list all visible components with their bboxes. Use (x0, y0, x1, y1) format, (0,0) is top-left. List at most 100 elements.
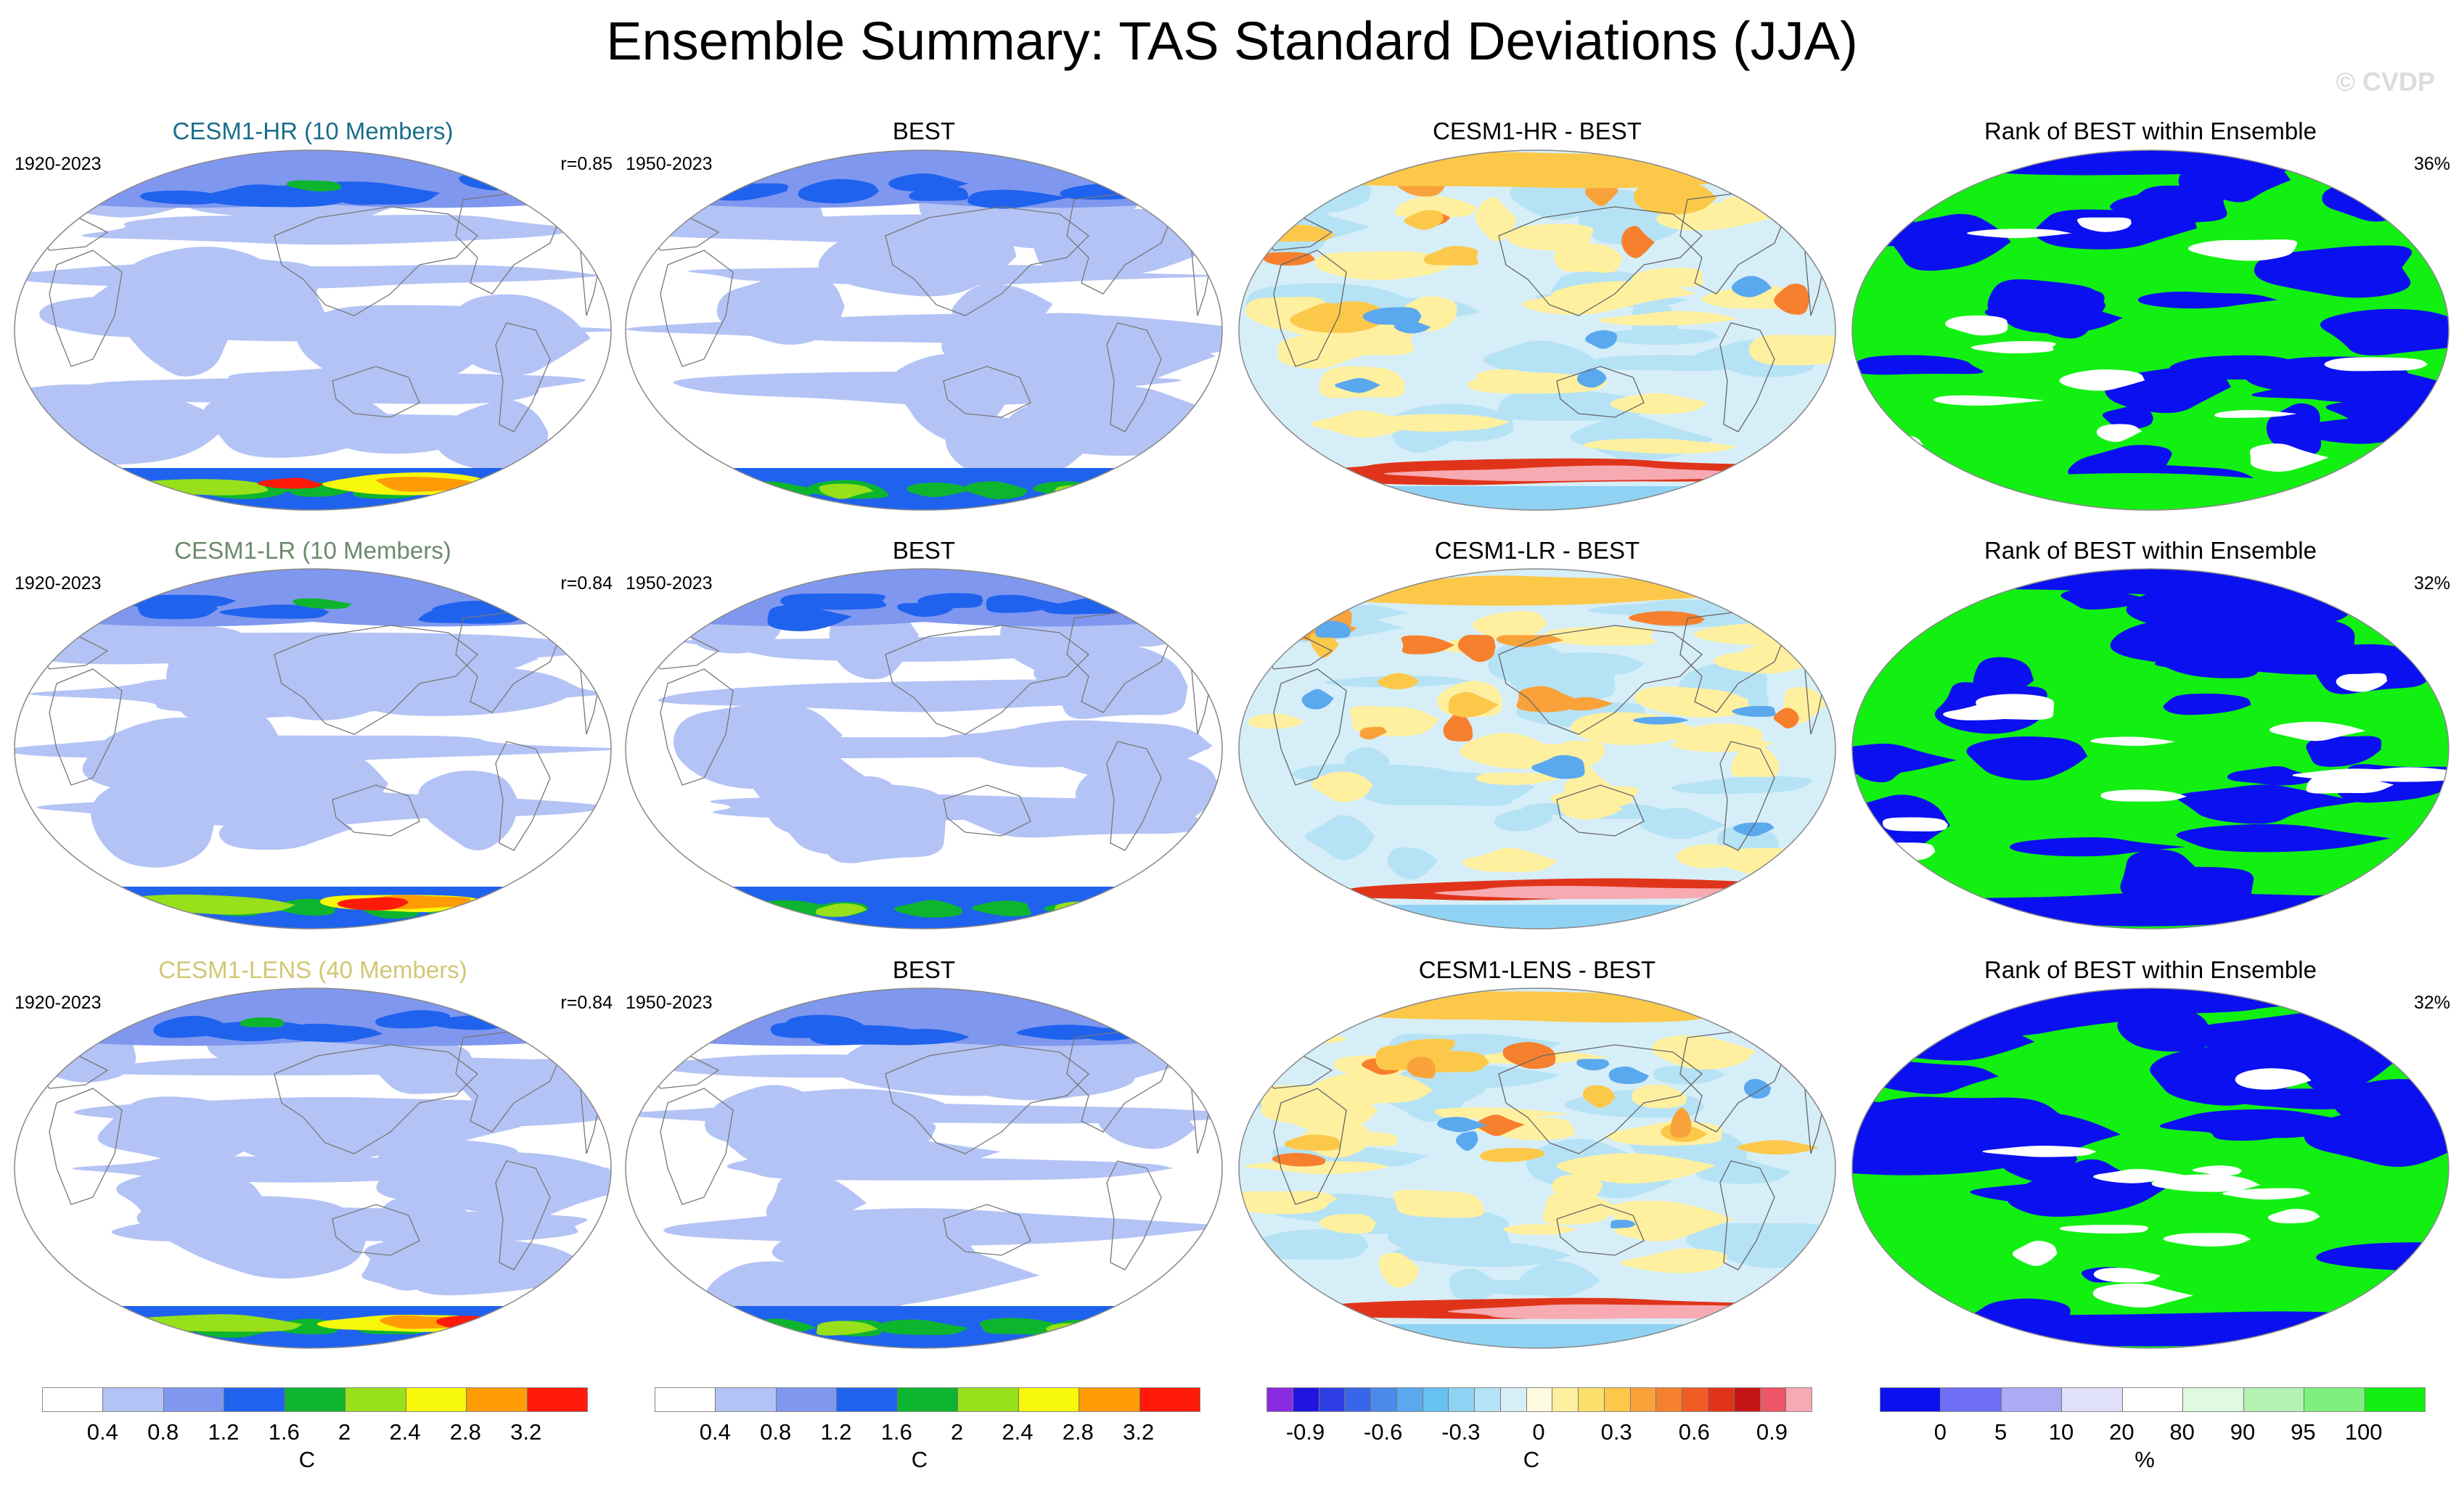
std-band (626, 313, 1222, 347)
diff-region-pos-strong (1633, 182, 1717, 215)
std-band (663, 1208, 1222, 1246)
diff-region-pos-strong (1567, 697, 1613, 711)
diff-region-pos (1239, 1191, 1332, 1215)
diff-region-neg (1449, 1268, 1505, 1302)
colorbar-swatch (1552, 1388, 1579, 1411)
colorbar-swatch (1475, 1388, 1501, 1411)
diff-panel-title: CESM1-LR - BEST (1434, 537, 1640, 564)
diff-map (1238, 568, 1836, 929)
diff-panel-title: CESM1-LENS - BEST (1418, 956, 1656, 983)
diff-region-pos (1670, 723, 1763, 746)
colorbar-swatches (1266, 1387, 1812, 1412)
map-outline (14, 149, 612, 511)
std-region-1.2 (888, 173, 969, 192)
coastline (49, 1088, 123, 1205)
rank-region-mid (2214, 410, 2298, 419)
diff-region-neg-strong (1610, 1219, 1636, 1228)
map-outline (1238, 568, 1836, 929)
colorbar-tick-label: 0.8 (760, 1419, 792, 1445)
rank-region-mid (2012, 1241, 2058, 1266)
coastline (1273, 1088, 1347, 1205)
rank-percent-label: 36% (2413, 154, 2450, 174)
diff-region-pos-strong (1502, 1042, 1556, 1070)
colorbar-swatch (467, 1388, 528, 1411)
coastline (1719, 322, 1775, 432)
coastline (1556, 1204, 1645, 1256)
diff-region-pos (1319, 1214, 1376, 1234)
rank-region-mid (2249, 443, 2329, 472)
diff-south-core (1383, 465, 1750, 482)
colorbar-tick-label: 2.4 (1002, 1419, 1034, 1445)
colorbar-tick-label: 0.9 (1756, 1419, 1788, 1445)
std-region-1.2 (967, 189, 1069, 209)
pattern-correlation-label: r=0.85 (560, 154, 613, 174)
rank-region-mid (1943, 703, 2020, 721)
colorbar-swatch (1760, 1388, 1787, 1411)
map-outline (14, 988, 612, 1349)
rank-region-mid (1970, 341, 2056, 354)
std-region-1.2 (140, 190, 219, 205)
std-region-2 (1054, 901, 1104, 918)
std-region-2 (815, 903, 867, 917)
coastline (943, 784, 1031, 837)
diff-region-pos (1582, 438, 1738, 454)
colorbar-tick-label: 2 (951, 1419, 964, 1445)
map-outline (625, 568, 1223, 929)
colorbar-swatch (1500, 1388, 1527, 1411)
diff-region-pos (1542, 1189, 1620, 1225)
diff-region-neg (1245, 1229, 1369, 1260)
rank-region-mid (2222, 1188, 2311, 1200)
colorbar-swatch (1786, 1388, 1812, 1411)
std-region-1.2 (798, 178, 880, 204)
std-band (111, 1207, 588, 1243)
std-region-2 (121, 479, 269, 496)
std-region-1.6 (62, 1318, 138, 1336)
colorbar-swatch (224, 1388, 285, 1411)
rank-region-mid (1933, 395, 2045, 406)
diff-region-pos (1393, 1189, 1485, 1218)
diff-region-pos-strong (1359, 726, 1387, 740)
diff-region-pos-strong (1448, 691, 1499, 718)
diff-region-pos-strong (1443, 712, 1473, 742)
diff-region-neg (1494, 808, 1553, 832)
std-region-1.6 (671, 901, 724, 918)
std-region-1.6 (505, 898, 571, 917)
colorbar-swatch (1604, 1388, 1631, 1411)
diff-region-neg (1498, 390, 1658, 422)
diff-region-pos (1475, 772, 1563, 785)
rank-region-low (2010, 837, 2186, 857)
diff-map (1238, 988, 1836, 1349)
colorbar-swatch (1630, 1388, 1657, 1411)
rank-map (1851, 568, 2449, 929)
rank-map (1851, 988, 2449, 1349)
std-region-1.2 (1016, 1025, 1120, 1040)
rank-region-low (2163, 693, 2251, 715)
rank-panel-title: Rank of BEST within Ensemble (1984, 118, 2317, 144)
std-band (626, 1101, 1222, 1125)
coastline (495, 1160, 551, 1271)
colorbar-tick-label: 2.8 (449, 1419, 481, 1445)
colorbar-3: -0.9 -0.6 -0.3 0 0.3 0.6 0.9 C (1266, 1387, 1812, 1482)
model-period-label: 1920-2023 (15, 993, 102, 1013)
colorbar-tick-label: 1.2 (820, 1419, 852, 1445)
std-region-1.2 (219, 604, 330, 619)
map-outline (1238, 988, 1836, 1349)
colorbar-swatch (1579, 1388, 1605, 1411)
std-region-2 (1055, 485, 1101, 498)
rank-region-mid (2151, 1174, 2261, 1192)
std-region-1.6 (517, 1319, 572, 1338)
coastline (943, 366, 1031, 418)
colorbar-swatch (1734, 1388, 1761, 1411)
coastline (332, 1204, 420, 1256)
diff-region-pos (1263, 1091, 1378, 1131)
map-outline (625, 149, 1223, 511)
map-outline (14, 568, 612, 929)
std-region-1.2 (897, 603, 954, 617)
colorbar-tick-label: 80 (2169, 1419, 2195, 1445)
rank-region-low (2110, 613, 2338, 669)
rank-region-mid (2269, 721, 2366, 742)
std-region-1.6 (66, 482, 123, 497)
colorbar-swatch (1423, 1388, 1449, 1411)
colorbar-swatch (1267, 1388, 1293, 1411)
colorbar-swatch (716, 1388, 777, 1411)
